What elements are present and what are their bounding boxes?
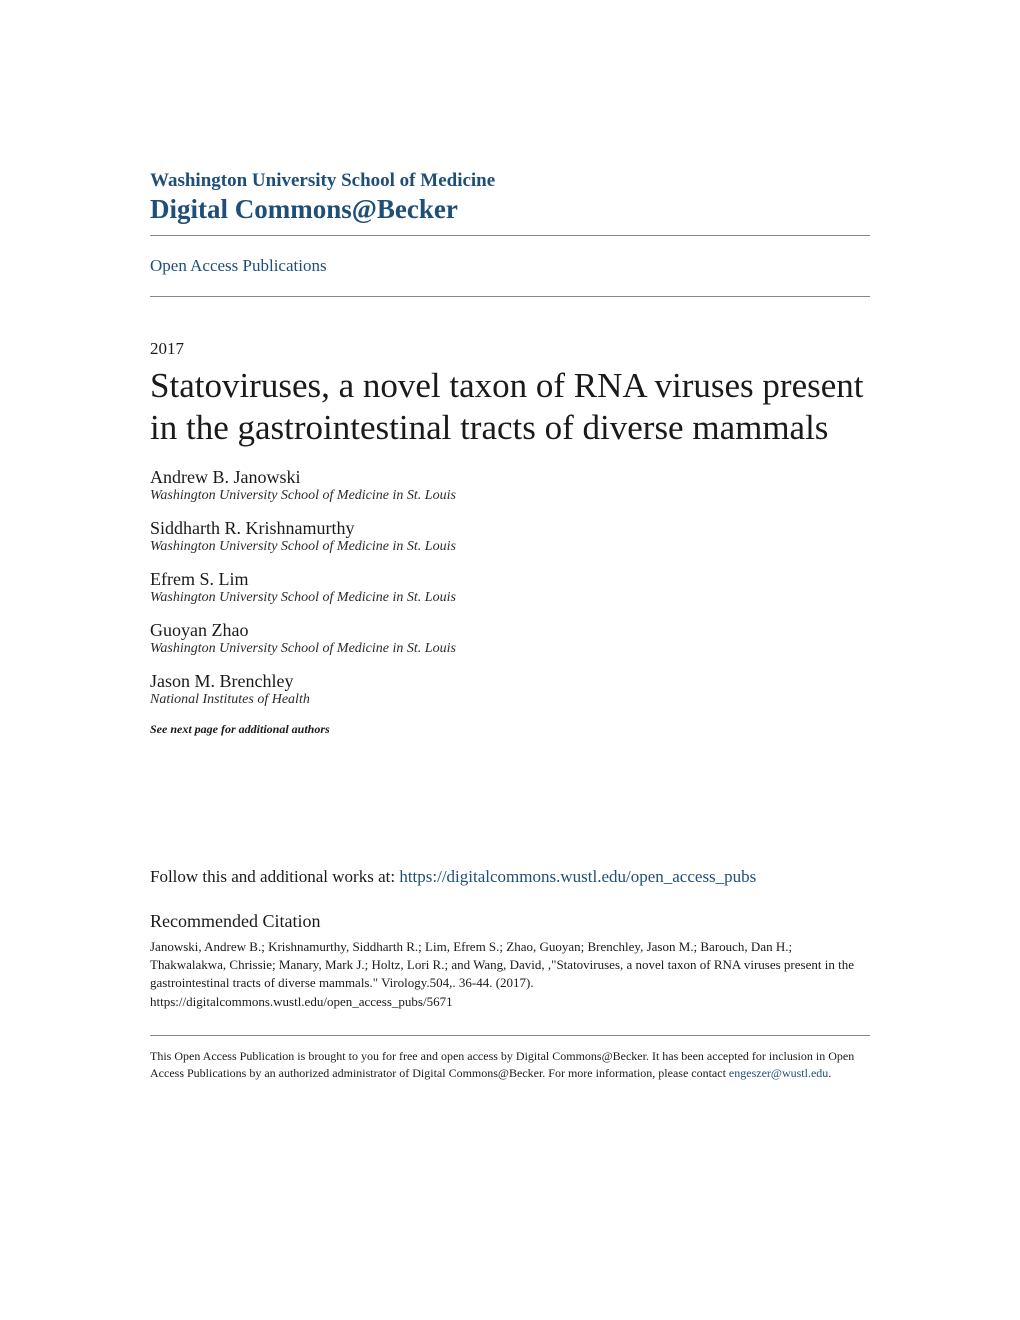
section-link-text: Open Access Publications: [150, 256, 327, 275]
follow-prefix: Follow this and additional works at:: [150, 867, 399, 886]
article-title: Statoviruses, a novel taxon of RNA virus…: [150, 365, 870, 449]
author-name: Siddharth R. Krishnamurthy: [150, 518, 870, 539]
repository-name-text: Digital Commons@Becker: [150, 194, 458, 224]
author-block: Siddharth R. Krishnamurthy Washington Un…: [150, 518, 870, 555]
author-affiliation: Washington University School of Medicine…: [150, 590, 870, 606]
author-name: Efrem S. Lim: [150, 569, 870, 590]
author-name: Jason M. Brenchley: [150, 671, 870, 692]
repository-name[interactable]: Digital Commons@Becker: [150, 194, 870, 225]
author-name: Guoyan Zhao: [150, 620, 870, 641]
footer-contact-email: engeszer@wustl.edu: [729, 1066, 828, 1080]
author-affiliation: National Institutes of Health: [150, 692, 870, 708]
author-affiliation: Washington University School of Medicine…: [150, 488, 870, 504]
see-next-page-note: See next page for additional authors: [150, 722, 870, 737]
repository-header: Washington University School of Medicine…: [150, 170, 870, 225]
divider-top: [150, 235, 870, 236]
recommended-citation-heading: Recommended Citation: [150, 911, 870, 932]
author-affiliation: Washington University School of Medicine…: [150, 539, 870, 555]
section-link-open-access[interactable]: Open Access Publications: [150, 242, 870, 290]
follow-link[interactable]: https://digitalcommons.wustl.edu/open_ac…: [399, 867, 756, 886]
author-block: Efrem S. Lim Washington University Schoo…: [150, 569, 870, 606]
divider-below-section: [150, 296, 870, 297]
footer-text-after: .: [828, 1066, 831, 1080]
author-block: Jason M. Brenchley National Institutes o…: [150, 671, 870, 708]
follow-works-line: Follow this and additional works at: htt…: [150, 867, 870, 887]
author-affiliation: Washington University School of Medicine…: [150, 641, 870, 657]
author-name: Andrew B. Janowski: [150, 467, 870, 488]
institution-name: Washington University School of Medicine: [150, 170, 870, 192]
author-block: Andrew B. Janowski Washington University…: [150, 467, 870, 504]
publication-year: 2017: [150, 339, 870, 359]
follow-link-text: https://digitalcommons.wustl.edu/open_ac…: [399, 867, 756, 886]
footer-note: This Open Access Publication is brought …: [150, 1035, 870, 1083]
author-block: Guoyan Zhao Washington University School…: [150, 620, 870, 657]
recommended-citation-body: Janowski, Andrew B.; Krishnamurthy, Sidd…: [150, 938, 870, 1011]
footer-contact-link[interactable]: engeszer@wustl.edu: [729, 1066, 828, 1080]
